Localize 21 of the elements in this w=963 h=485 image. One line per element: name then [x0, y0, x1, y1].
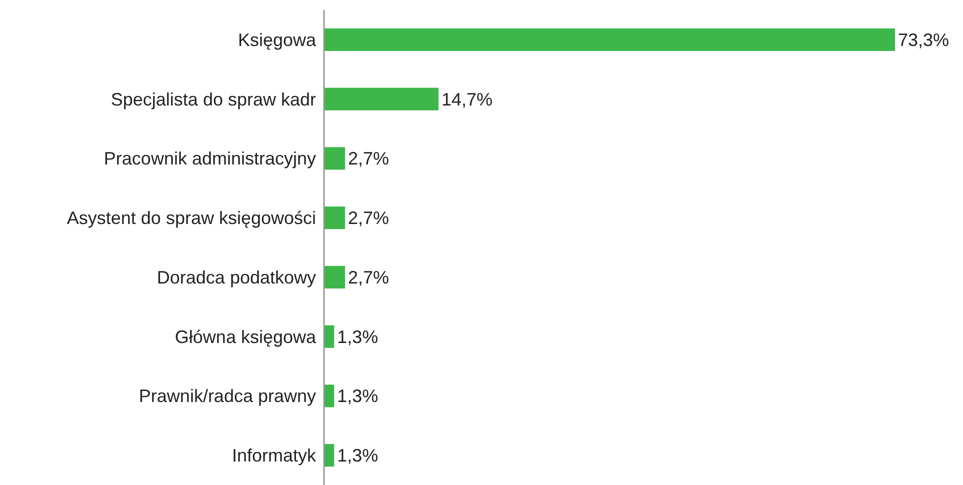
data-label: 2,7%: [348, 148, 390, 169]
y-tick-label: Pracownik administracyjny: [104, 148, 316, 169]
bar: [324, 266, 346, 288]
data-label: 1,3%: [337, 326, 378, 347]
data-label: 2,7%: [348, 267, 390, 288]
y-tick-label: Specjalista do spraw kadr: [110, 89, 316, 110]
data-label: 1,3%: [337, 446, 378, 466]
y-tick-label: Doradca podatkowy: [156, 267, 316, 288]
y-tick-label: Asystent do spraw księgowości: [66, 208, 316, 228]
bar: [324, 147, 346, 170]
y-tick-label: Prawnik/radca prawny: [138, 386, 316, 406]
y-tick-label: Księgowa: [238, 30, 317, 50]
y-tick-label: Informatyk: [232, 446, 317, 466]
bar: [324, 206, 346, 230]
data-label: 2,7%: [348, 208, 390, 228]
bar: [324, 88, 439, 110]
data-label: 14,7%: [442, 89, 493, 110]
data-label: 1,3%: [337, 386, 378, 406]
y-tick-label: Główna księgowa: [174, 326, 317, 347]
data-label: 73,3%: [898, 30, 950, 50]
bar: [324, 28, 895, 51]
